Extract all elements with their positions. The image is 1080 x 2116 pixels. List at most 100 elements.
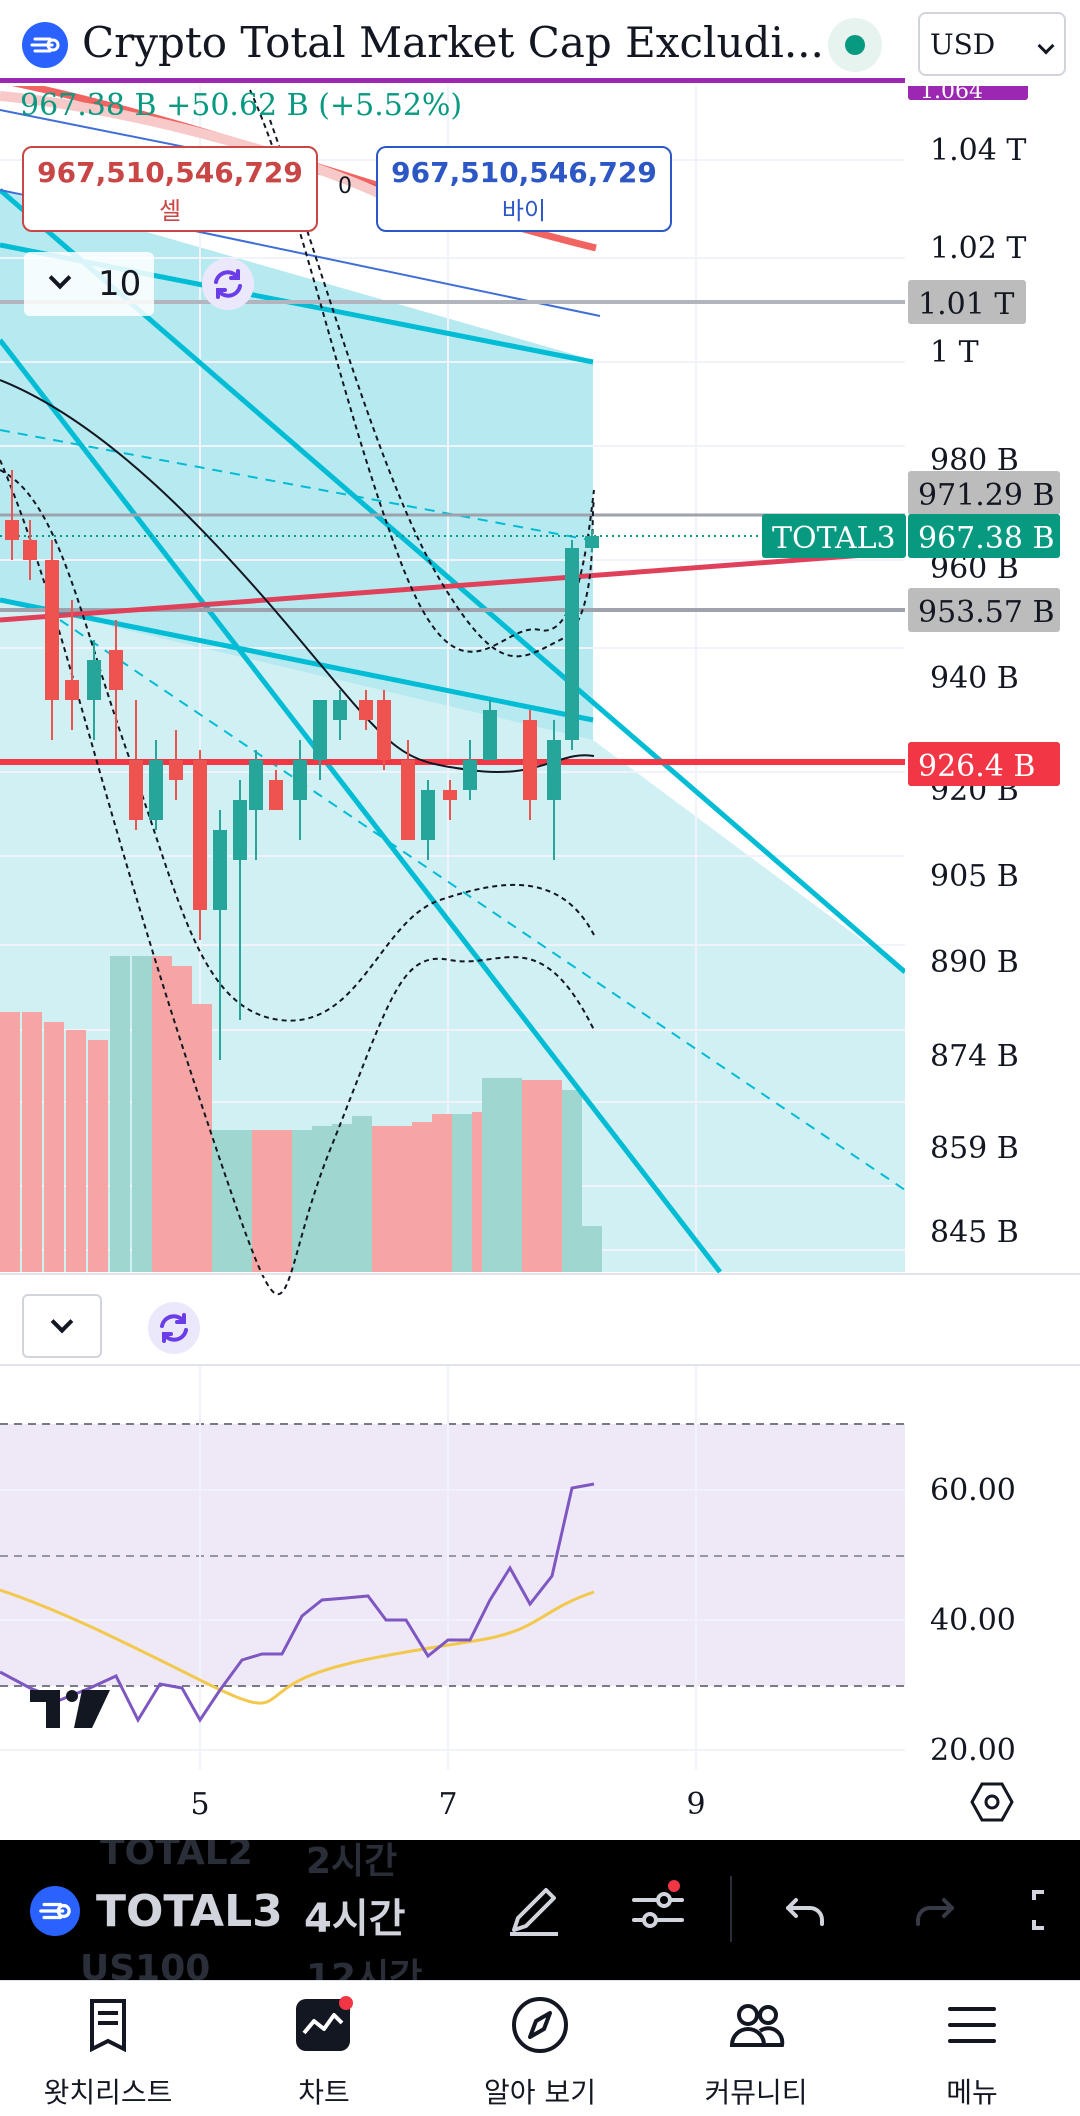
volume-bar bbox=[392, 1126, 412, 1272]
price-axis-tick: 940 B bbox=[930, 661, 1019, 696]
chart-settings-icon[interactable] bbox=[970, 1780, 1014, 1828]
quote-change-pct: (+5.52%) bbox=[318, 88, 463, 123]
candle-up bbox=[87, 660, 101, 700]
symbol-tag: TOTAL3 bbox=[772, 521, 896, 556]
volume-bar bbox=[412, 1122, 432, 1272]
volume-bar bbox=[502, 1078, 522, 1272]
nav-label: 왓치리스트 bbox=[43, 2076, 173, 2109]
nav-label: 차트 bbox=[298, 2076, 350, 2109]
channel-line bbox=[0, 338, 722, 1274]
trend-line bbox=[0, 549, 906, 623]
candle-up bbox=[333, 700, 347, 720]
candle-down bbox=[193, 760, 207, 910]
interval-picker[interactable]: 4시간 bbox=[304, 1896, 406, 1942]
chart-icon bbox=[294, 1995, 354, 2055]
volume-bar bbox=[522, 1080, 542, 1272]
buy-button[interactable]: 967,510,546,729 바이 bbox=[376, 146, 672, 232]
rsi-line bbox=[0, 1482, 595, 1724]
nav-label: 알아 보기 bbox=[484, 2076, 596, 2109]
nav-chart[interactable]: 차트 bbox=[216, 1981, 432, 2116]
volume-bar bbox=[192, 1004, 212, 1272]
indicators-icon[interactable] bbox=[628, 1880, 688, 1944]
price-axis-tick: 1.02 T bbox=[930, 231, 1026, 266]
candle-up bbox=[293, 760, 307, 800]
spread-value: 0 bbox=[338, 174, 352, 199]
bollinger-line bbox=[249, 89, 595, 653]
sync-icon[interactable] bbox=[148, 1302, 200, 1354]
nav-label: 커뮤니티 bbox=[704, 2076, 808, 2109]
nav-explore[interactable]: 알아 보기 bbox=[432, 1981, 648, 2116]
volume-bar bbox=[212, 1130, 232, 1272]
volume-bar bbox=[372, 1126, 392, 1272]
market-status-icon[interactable] bbox=[828, 18, 882, 72]
bollinger-line bbox=[0, 459, 595, 1296]
volume-bar bbox=[352, 1116, 372, 1272]
candle-up bbox=[149, 760, 163, 820]
price-label-bg bbox=[908, 588, 1060, 632]
chevron-down-icon bbox=[48, 266, 72, 290]
time-axis-tick: 9 bbox=[686, 1787, 705, 1822]
volume-bar bbox=[292, 1130, 312, 1272]
volume-bar bbox=[110, 956, 130, 1272]
sync-icon[interactable] bbox=[202, 258, 254, 310]
candle-down bbox=[169, 760, 183, 780]
symbol-picker[interactable]: TOTAL3 bbox=[96, 1886, 283, 1937]
sell-button[interactable]: 967,510,546,729 셀 bbox=[22, 146, 318, 232]
chart-title[interactable]: Crypto Total Market Cap Excludi... bbox=[82, 18, 824, 67]
interval-ghost-below: 12시간 bbox=[306, 1957, 423, 1980]
candle-down bbox=[65, 680, 79, 700]
candle-up bbox=[547, 740, 561, 800]
price-axis-background bbox=[905, 0, 1080, 1272]
nav-label: 메뉴 bbox=[946, 2076, 998, 2109]
undo-icon[interactable] bbox=[780, 1880, 830, 1944]
candle-down bbox=[443, 790, 457, 800]
volume-bar bbox=[332, 1124, 352, 1272]
chevron-down-icon bbox=[1037, 37, 1055, 55]
nav-menu[interactable]: 메뉴 bbox=[864, 1981, 1080, 2116]
currency-select[interactable]: USD bbox=[918, 12, 1066, 76]
indicators-collapse-button[interactable]: 10 bbox=[24, 252, 154, 316]
nav-watchlist[interactable]: 왓치리스트 bbox=[0, 1981, 216, 2116]
volume-bar bbox=[252, 1130, 272, 1272]
candle-up bbox=[463, 760, 477, 790]
volume-bar bbox=[172, 966, 192, 1272]
bottom-navigation: 왓치리스트 차트 알아 보기 커뮤니티 메뉴 bbox=[0, 1980, 1080, 2116]
nav-community[interactable]: 커뮤니티 bbox=[648, 1981, 864, 2116]
redo-icon[interactable] bbox=[910, 1880, 960, 1944]
drawing-tools-icon[interactable] bbox=[504, 1880, 564, 1944]
menu-icon bbox=[942, 1995, 1002, 2055]
candle-down bbox=[269, 780, 283, 810]
candle-down bbox=[109, 650, 123, 690]
volume-bar bbox=[542, 1080, 562, 1272]
sell-label: 셀 bbox=[158, 197, 182, 225]
price-label: 926.4 B bbox=[918, 749, 1035, 784]
interval-ghost-above: 2시간 bbox=[306, 1841, 398, 1882]
rsi-axis-tick: 60.00 bbox=[930, 1473, 1016, 1508]
volume-bar bbox=[66, 1030, 86, 1272]
channel-inner-fill bbox=[0, 190, 593, 740]
price-axis-tick: 859 B bbox=[930, 1131, 1019, 1166]
candle-down bbox=[45, 560, 59, 700]
volume-bar bbox=[432, 1114, 452, 1272]
sell-value: 967,510,546,729 bbox=[37, 156, 303, 189]
volume-bar bbox=[132, 956, 152, 1272]
candle-up bbox=[421, 790, 435, 840]
bollinger-line bbox=[0, 469, 595, 1022]
price-axis-tick: 874 B bbox=[930, 1039, 1019, 1074]
price-label: 953.57 B bbox=[918, 595, 1055, 630]
candle-up bbox=[585, 536, 599, 548]
rsi-signal-line bbox=[0, 1588, 595, 1705]
candle-down bbox=[23, 540, 37, 560]
candle-down bbox=[377, 700, 391, 760]
symbol-logo-icon bbox=[22, 22, 68, 68]
buy-value: 967,510,546,729 bbox=[391, 156, 657, 189]
rsi-axis-tick: 20.00 bbox=[930, 1733, 1016, 1768]
symbol-logo-icon bbox=[30, 1886, 80, 1936]
rsi-collapse-button[interactable] bbox=[22, 1294, 102, 1358]
tradingview-logo-icon bbox=[30, 1686, 110, 1734]
bollinger-line bbox=[269, 119, 595, 658]
fullscreen-icon[interactable] bbox=[1030, 1880, 1080, 1944]
quote-price: 967.38 B bbox=[20, 88, 157, 123]
channel-line bbox=[0, 597, 594, 723]
